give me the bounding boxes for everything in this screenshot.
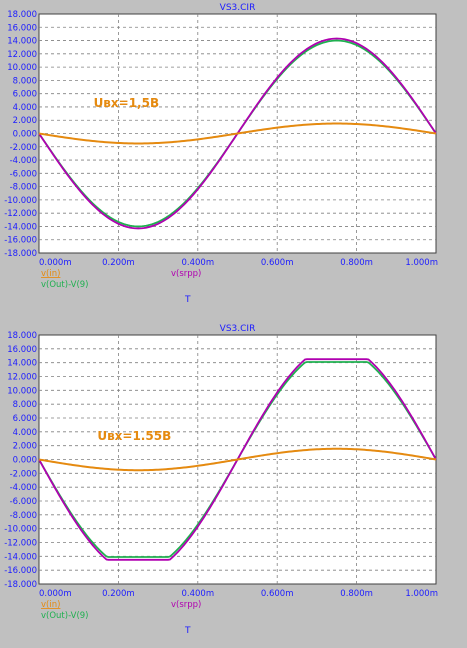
- y-tick-label: 12.000: [7, 50, 37, 60]
- y-tick-label: -6.000: [10, 169, 37, 179]
- y-tick-label: -18.000: [4, 249, 37, 259]
- y-tick-label: 2.000: [13, 116, 37, 126]
- legend-vin: v(in): [41, 269, 60, 279]
- y-tick-label: 14.000: [7, 37, 37, 47]
- y-tick-label: 8.000: [13, 76, 37, 86]
- y-tick-label: 12.000: [7, 373, 37, 383]
- chart-title: VS3.CIR: [220, 324, 256, 334]
- y-tick-label: -8.000: [10, 183, 37, 193]
- y-tick-label: -2.000: [10, 469, 37, 479]
- legend-vout: v(Out)-V(9): [41, 280, 89, 290]
- x-tick-label: 0.600m: [261, 258, 294, 268]
- x-axis-label: T: [184, 295, 191, 305]
- y-tick-label: 10.000: [7, 386, 37, 396]
- y-tick-label: -6.000: [10, 497, 37, 507]
- y-tick-label: -4.000: [10, 483, 37, 493]
- x-axis-label: T: [184, 626, 191, 636]
- legend-vsrpp: v(srpp): [171, 269, 201, 279]
- y-tick-label: 6.000: [13, 414, 37, 424]
- y-tick-label: 10.000: [7, 63, 37, 73]
- y-tick-label: -18.000: [4, 580, 37, 590]
- y-tick-label: 4.000: [13, 428, 37, 438]
- x-tick-label: 0.200m: [102, 258, 135, 268]
- y-tick-label: -16.000: [4, 236, 37, 246]
- y-tick-label: 16.000: [7, 23, 37, 33]
- chart-panel-1: VS3.CIR 18.000 16.000 14.000 12.000 10.000 8.0…: [4, 3, 438, 305]
- y-tick-label: 2.000: [13, 442, 37, 452]
- chart-title: VS3.CIR: [220, 3, 256, 13]
- legend-vin: v(in): [41, 600, 60, 610]
- legend-vout: v(Out)-V(9): [41, 611, 89, 621]
- x-tick-label: 0.800m: [340, 258, 373, 268]
- x-tick-label: 0.200m: [102, 589, 135, 599]
- y-tick-label: -4.000: [10, 156, 37, 166]
- y-tick-label: -14.000: [4, 222, 37, 232]
- y-tick-label: -2.000: [10, 143, 37, 153]
- chart-panel-2: VS3.CIR 18.000 16.000 14.000 12.000 10.000 8.0…: [4, 324, 438, 636]
- x-tick-label: 1.000m: [405, 589, 438, 599]
- x-tick-label: 0.400m: [181, 589, 214, 599]
- y-tick-label: 4.000: [13, 103, 37, 113]
- y-tick-label: 18.000: [7, 331, 37, 341]
- series-vin-line: [38, 447, 437, 472]
- y-tick-label: 18.000: [7, 10, 37, 20]
- y-tick-label: -10.000: [4, 196, 37, 206]
- x-tick-label: 1.000m: [405, 258, 438, 268]
- annotation-label: Uвх=1.55В: [97, 429, 171, 443]
- y-tick-label: -14.000: [4, 552, 37, 562]
- y-tick-label: -12.000: [4, 539, 37, 549]
- x-tick-label: 0.400m: [181, 258, 214, 268]
- legend-vsrpp: v(srpp): [171, 600, 201, 610]
- y-tick-label: 16.000: [7, 345, 37, 355]
- x-tick-label: 0.600m: [261, 589, 294, 599]
- annotation-label: Uвх=1,5В: [94, 96, 160, 110]
- y-tick-label: 6.000: [13, 90, 37, 100]
- x-tick-label: 0.800m: [340, 589, 373, 599]
- y-tick-label: -8.000: [10, 511, 37, 521]
- y-tick-label: 8.000: [13, 400, 37, 410]
- y-tick-label: 0.000: [13, 456, 37, 466]
- y-tick-label: 14.000: [7, 359, 37, 369]
- series-vin-line: [38, 122, 437, 145]
- y-tick-label: -10.000: [4, 525, 37, 535]
- x-tick-label: 0.000m: [39, 589, 72, 599]
- y-tick-label: -12.000: [4, 209, 37, 219]
- y-tick-label: -16.000: [4, 566, 37, 576]
- y-tick-label: 0.000: [13, 130, 37, 140]
- x-tick-label: 0.000m: [39, 258, 72, 268]
